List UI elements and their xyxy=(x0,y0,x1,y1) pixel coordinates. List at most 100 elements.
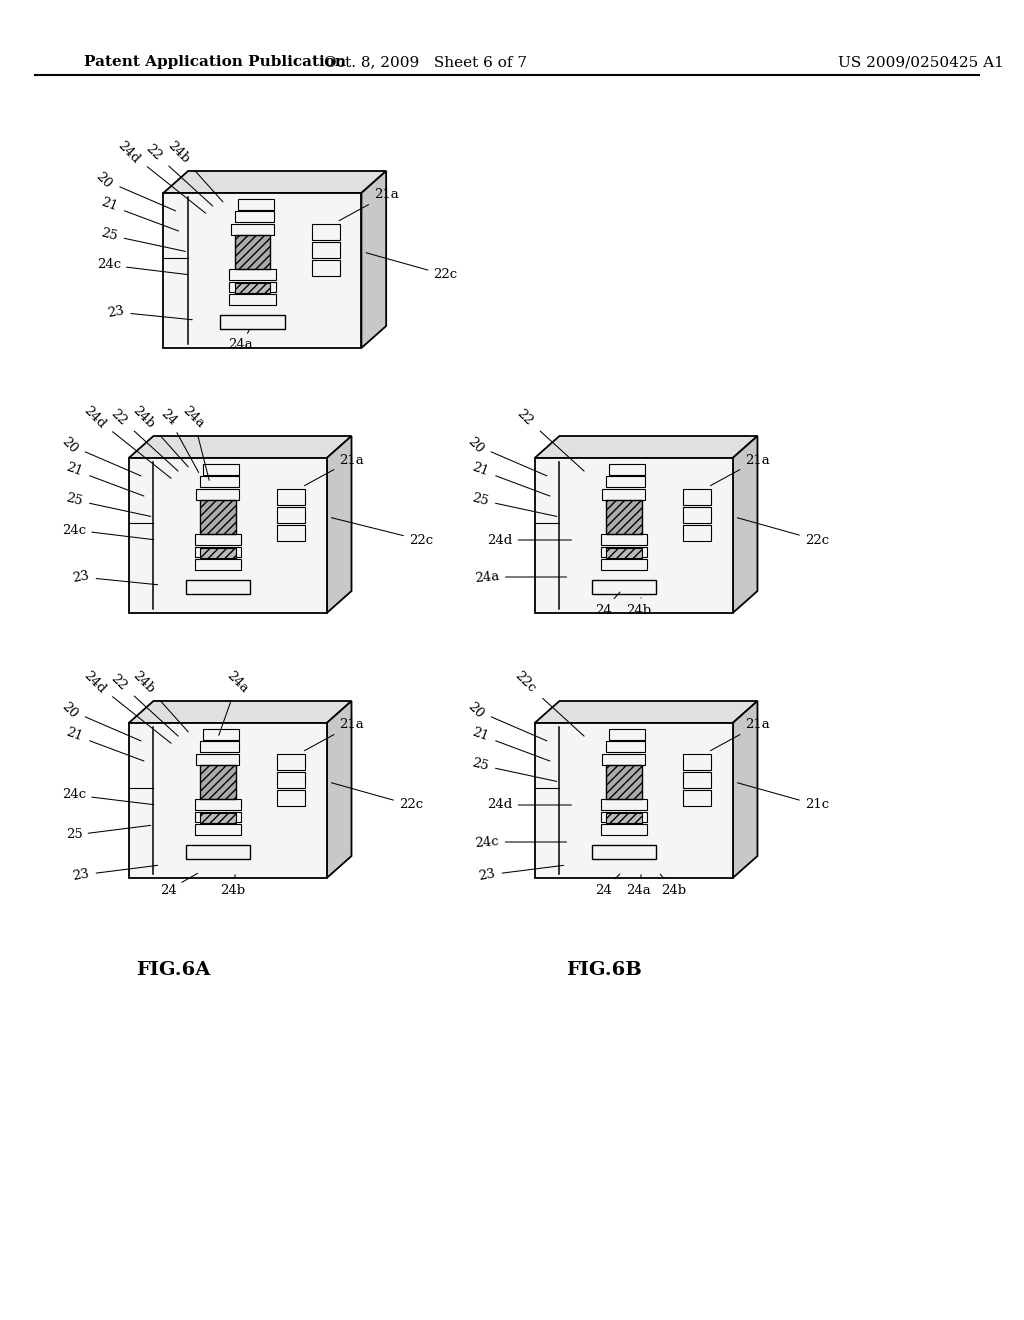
Bar xyxy=(601,560,647,570)
Text: 25: 25 xyxy=(470,756,557,781)
Text: 20: 20 xyxy=(465,434,547,477)
Text: Patent Application Publication: Patent Application Publication xyxy=(84,55,346,69)
Bar xyxy=(234,235,270,269)
Bar xyxy=(195,546,241,557)
Bar xyxy=(229,281,275,293)
Text: 24c: 24c xyxy=(62,524,154,540)
Bar xyxy=(234,211,273,222)
Bar xyxy=(278,754,305,770)
Polygon shape xyxy=(164,172,386,193)
Text: 24c: 24c xyxy=(97,259,188,275)
Bar xyxy=(601,535,647,545)
Text: 24b: 24b xyxy=(130,668,188,731)
Text: 22: 22 xyxy=(109,672,178,737)
Polygon shape xyxy=(733,436,758,612)
Bar xyxy=(312,224,340,239)
Text: 24d: 24d xyxy=(81,668,171,743)
Bar xyxy=(683,525,711,541)
Text: 24a: 24a xyxy=(180,404,209,480)
Bar xyxy=(606,813,642,822)
Bar xyxy=(683,791,711,805)
Text: 25: 25 xyxy=(470,491,557,516)
Bar xyxy=(278,791,305,805)
Bar xyxy=(601,812,647,822)
Bar xyxy=(683,488,711,504)
Bar xyxy=(278,488,305,504)
Bar xyxy=(204,729,240,739)
Bar xyxy=(229,294,275,305)
Polygon shape xyxy=(535,701,758,723)
Polygon shape xyxy=(327,701,351,878)
Bar xyxy=(601,824,647,836)
Bar xyxy=(231,224,273,235)
Bar xyxy=(602,754,645,764)
Bar xyxy=(312,242,340,257)
Bar xyxy=(609,463,645,475)
Text: 20: 20 xyxy=(93,169,176,211)
Bar xyxy=(601,799,647,809)
Bar xyxy=(200,548,236,557)
Bar xyxy=(200,500,236,535)
Bar xyxy=(200,764,236,799)
Bar xyxy=(606,764,642,799)
Bar xyxy=(683,772,711,788)
Text: 24d: 24d xyxy=(81,404,171,478)
Text: 20: 20 xyxy=(58,700,141,741)
Text: 21a: 21a xyxy=(339,189,398,220)
Text: 24c: 24c xyxy=(62,788,154,805)
Bar xyxy=(195,824,241,836)
Text: 20: 20 xyxy=(465,700,547,741)
Bar xyxy=(195,535,241,545)
Text: 21a: 21a xyxy=(711,718,770,751)
Text: 22: 22 xyxy=(514,407,584,471)
Bar xyxy=(592,581,656,594)
Text: 21: 21 xyxy=(65,461,144,496)
Text: 24d: 24d xyxy=(487,533,571,546)
Bar xyxy=(129,458,327,612)
Text: 21: 21 xyxy=(65,726,144,762)
Text: 24: 24 xyxy=(160,874,198,896)
Bar xyxy=(606,500,642,535)
Polygon shape xyxy=(129,701,351,723)
Text: 24: 24 xyxy=(596,874,620,896)
Bar xyxy=(204,463,240,475)
Text: 23: 23 xyxy=(72,569,158,585)
Text: 24b: 24b xyxy=(165,139,223,202)
Text: 24b: 24b xyxy=(660,874,686,896)
Bar xyxy=(129,723,327,878)
Text: Oct. 8, 2009   Sheet 6 of 7: Oct. 8, 2009 Sheet 6 of 7 xyxy=(325,55,527,69)
Text: 24a: 24a xyxy=(219,669,251,735)
Bar xyxy=(606,742,645,752)
Text: 21a: 21a xyxy=(304,454,364,486)
Bar xyxy=(200,813,236,822)
Polygon shape xyxy=(129,436,351,458)
Bar xyxy=(278,772,305,788)
Bar xyxy=(164,193,361,348)
Bar xyxy=(200,477,240,487)
Text: 21: 21 xyxy=(470,726,550,762)
Text: 22c: 22c xyxy=(332,783,423,812)
Text: 22c: 22c xyxy=(366,252,458,281)
Text: 21: 21 xyxy=(470,461,550,496)
Bar xyxy=(200,742,240,752)
Text: 25: 25 xyxy=(99,227,185,251)
Bar xyxy=(535,458,733,612)
Text: 24b: 24b xyxy=(220,875,245,896)
Bar xyxy=(312,260,340,276)
Text: 21a: 21a xyxy=(304,718,364,751)
Text: 24c: 24c xyxy=(474,834,566,850)
Bar xyxy=(535,723,733,878)
Bar xyxy=(185,845,250,859)
Text: 22c: 22c xyxy=(512,669,584,737)
Text: US 2009/0250425 A1: US 2009/0250425 A1 xyxy=(838,55,1004,69)
Bar xyxy=(195,560,241,570)
Bar xyxy=(195,799,241,809)
Text: 20: 20 xyxy=(58,434,141,477)
Text: 23: 23 xyxy=(478,866,563,883)
Bar xyxy=(606,548,642,557)
Bar xyxy=(601,546,647,557)
Polygon shape xyxy=(361,172,386,348)
Bar xyxy=(683,507,711,523)
Text: 24d: 24d xyxy=(487,799,571,812)
Bar xyxy=(609,729,645,739)
